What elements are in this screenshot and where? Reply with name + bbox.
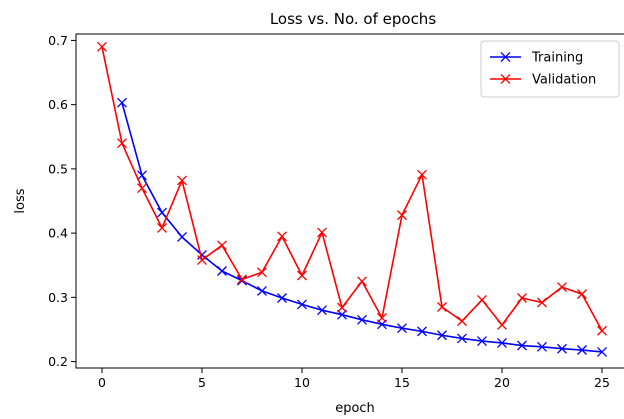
training-point	[557, 343, 567, 354]
validation-point	[557, 282, 567, 293]
legend-box	[480, 40, 620, 98]
legend-marker	[500, 52, 511, 62]
validation-point	[437, 302, 447, 312]
training-point	[257, 285, 267, 296]
training-point	[277, 293, 287, 303]
x-tick-label: 20	[494, 375, 510, 390]
training-point	[177, 232, 187, 242]
y-tick-label: 0.2	[48, 354, 68, 369]
validation-line	[101, 46, 603, 332]
validation-point	[197, 255, 207, 266]
y-axis: 0.2 0.3 0.4 0.5 0.6 0.7	[48, 33, 76, 369]
series-validation	[97, 41, 607, 336]
validation-point	[597, 325, 607, 336]
training-point	[477, 336, 487, 346]
validation-point	[417, 169, 427, 180]
legend-label: Training	[531, 51, 583, 66]
legend-item-validation: Validation	[490, 73, 596, 88]
validation-point	[577, 289, 587, 300]
legend-marker	[500, 74, 511, 84]
validation-point	[97, 41, 107, 52]
training-point	[577, 345, 587, 355]
x-tick-label: 15	[394, 375, 410, 390]
validation-point	[257, 267, 267, 278]
validation-point	[277, 231, 287, 242]
validation-point	[297, 270, 307, 281]
axes-frame	[75, 33, 624, 369]
validation-point	[537, 297, 547, 308]
y-tick-label: 0.6	[48, 97, 68, 112]
validation-point	[477, 294, 487, 305]
legend-item-training: Training	[490, 51, 583, 66]
training-point	[397, 323, 407, 334]
training-point	[437, 330, 447, 341]
validation-point	[517, 293, 527, 303]
x-axis: 0 5 10 15 20 25	[98, 368, 610, 390]
validation-point	[457, 316, 467, 327]
training-point	[217, 266, 227, 276]
training-point	[337, 309, 347, 320]
training-point	[297, 299, 307, 310]
training-point	[417, 326, 427, 337]
y-tick-label: 0.7	[48, 33, 68, 48]
validation-point	[237, 274, 247, 285]
training-point	[497, 337, 507, 348]
y-tick-label: 0.4	[48, 226, 68, 241]
x-tick-label: 5	[198, 375, 206, 390]
legend: Training Validation	[480, 40, 620, 98]
legend-label: Validation	[532, 73, 596, 88]
validation-point	[117, 138, 127, 149]
validation-point	[317, 227, 327, 238]
y-axis-label: loss	[13, 188, 28, 213]
series-training	[117, 97, 607, 357]
training-point	[537, 341, 547, 352]
validation-point	[217, 240, 227, 251]
training-point	[137, 170, 147, 181]
validation-point	[337, 302, 347, 313]
y-tick-label: 0.5	[48, 161, 68, 176]
validation-point	[177, 175, 187, 186]
training-point	[317, 305, 327, 316]
training-point	[157, 207, 167, 218]
plot-area	[97, 41, 607, 357]
x-tick-label: 10	[294, 375, 310, 390]
chart-title: Loss vs. No. of epochs	[270, 10, 436, 28]
validation-point	[497, 320, 507, 330]
x-tick-label: 25	[594, 375, 610, 390]
y-tick-label: 0.3	[48, 290, 68, 305]
training-point	[597, 346, 607, 357]
x-tick-label: 0	[98, 375, 106, 390]
x-axis-label: epoch	[335, 401, 375, 416]
validation-point	[137, 183, 147, 194]
validation-point	[157, 223, 167, 233]
validation-point	[357, 276, 367, 287]
training-point	[517, 340, 527, 351]
validation-point	[397, 210, 407, 221]
training-point	[357, 314, 367, 325]
training-point	[117, 97, 127, 108]
validation-point	[377, 312, 387, 323]
training-point	[457, 333, 467, 344]
